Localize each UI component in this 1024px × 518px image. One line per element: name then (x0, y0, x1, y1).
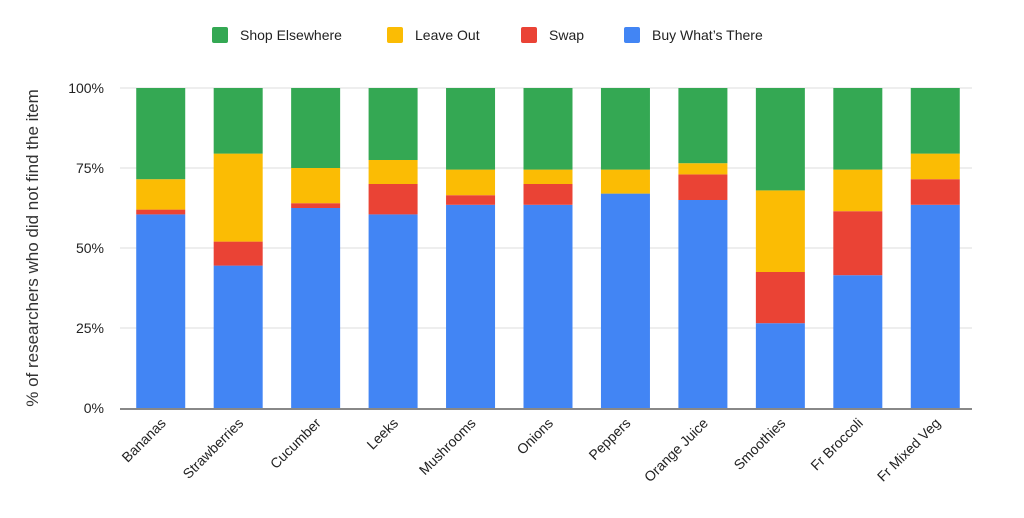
bar-stack (291, 88, 341, 408)
x-tick-label: Smoothies (730, 415, 788, 473)
legend-item: Leave Out (387, 27, 480, 43)
bar-segment (678, 200, 728, 408)
x-tick-label: Orange Juice (641, 415, 711, 485)
bar-segment (523, 88, 573, 170)
bar-segment (833, 169, 883, 212)
legend-item: Swap (521, 27, 584, 43)
bar-segment (833, 275, 883, 408)
bar-segment (600, 169, 650, 194)
bar-segment (136, 88, 186, 180)
legend-swatch (624, 27, 640, 43)
bar-stack (910, 88, 960, 408)
bar-stack (213, 88, 263, 408)
y-axis-title: % of researchers who did not find the it… (23, 89, 42, 407)
bar-segment (678, 163, 728, 175)
y-tick-label: 100% (68, 80, 104, 96)
x-tick-label: Strawberries (179, 415, 246, 482)
bar-segment (833, 88, 883, 170)
x-tick-label: Leeks (363, 415, 401, 453)
bar-segment (755, 190, 805, 272)
bar-stack (833, 88, 883, 408)
bar-segment (368, 88, 418, 160)
x-tick-label: Peppers (585, 415, 633, 463)
legend-swatch (212, 27, 228, 43)
bar-stack (446, 88, 496, 408)
bar-segment (523, 204, 573, 408)
bar-segment (600, 88, 650, 170)
bar-segment (446, 88, 496, 170)
bar-segment (291, 203, 341, 208)
legend-swatch (521, 27, 537, 43)
x-tick-label: Fr Mixed Veg (874, 415, 944, 485)
legend: Shop Elsewhere Leave Out Swap Buy What’s Th… (212, 27, 763, 43)
legend-label: Leave Out (415, 27, 480, 43)
bar-segment (910, 204, 960, 408)
bar-segment (136, 179, 186, 210)
bar-segment (910, 88, 960, 154)
x-tick-label: Onions (513, 415, 556, 458)
y-tick-label: 0% (84, 400, 104, 416)
bar-segment (833, 211, 883, 276)
bar-stack (368, 88, 418, 408)
bar-segment (446, 204, 496, 408)
x-tick-label: Fr Broccoli (807, 415, 866, 474)
bar-segment (368, 184, 418, 215)
bar-segment (136, 214, 186, 408)
bar-segment (446, 169, 496, 196)
bar-segment (213, 88, 263, 154)
bar-segment (600, 193, 650, 408)
bar-segment (446, 195, 496, 205)
bar-segment (213, 153, 263, 242)
bar-segment (523, 169, 573, 184)
y-tick-label: 75% (76, 160, 104, 176)
bar-segment (213, 265, 263, 408)
x-axis-ticks: Bananas Strawberries Cucumber Leeks Mushroom… (118, 415, 943, 485)
bar-segment (755, 88, 805, 191)
bar-stack (678, 88, 728, 408)
bar-segment (523, 184, 573, 205)
bar-segment (368, 214, 418, 408)
bar-segment (755, 323, 805, 408)
bar-stack (523, 88, 573, 408)
legend-label: Shop Elsewhere (240, 27, 342, 43)
bar-segment (291, 208, 341, 408)
bar-segment (755, 272, 805, 324)
y-tick-label: 50% (76, 240, 104, 256)
x-tick-label: Cucumber (267, 415, 324, 472)
bar-segment (291, 168, 341, 204)
bar-segment (910, 179, 960, 205)
legend-item: Buy What’s There (624, 27, 763, 43)
bar-segment (368, 160, 418, 184)
bar-segment (291, 88, 341, 168)
bars (136, 88, 960, 408)
legend-swatch (387, 27, 403, 43)
legend-label: Buy What’s There (652, 27, 763, 43)
x-tick-label: Mushrooms (416, 415, 479, 478)
bar-stack (755, 88, 805, 408)
bar-segment (678, 88, 728, 164)
y-axis-ticks: 0% 25% 50% 75% 100% (68, 80, 104, 416)
bar-segment (136, 209, 186, 215)
bar-segment (910, 153, 960, 180)
bar-stack (600, 88, 650, 408)
y-tick-label: 25% (76, 320, 104, 336)
bar-stack (136, 88, 186, 408)
legend-item: Shop Elsewhere (212, 27, 342, 43)
bar-segment (678, 174, 728, 200)
bar-segment (213, 241, 263, 266)
legend-label: Swap (549, 27, 584, 43)
x-tick-label: Bananas (118, 415, 168, 465)
